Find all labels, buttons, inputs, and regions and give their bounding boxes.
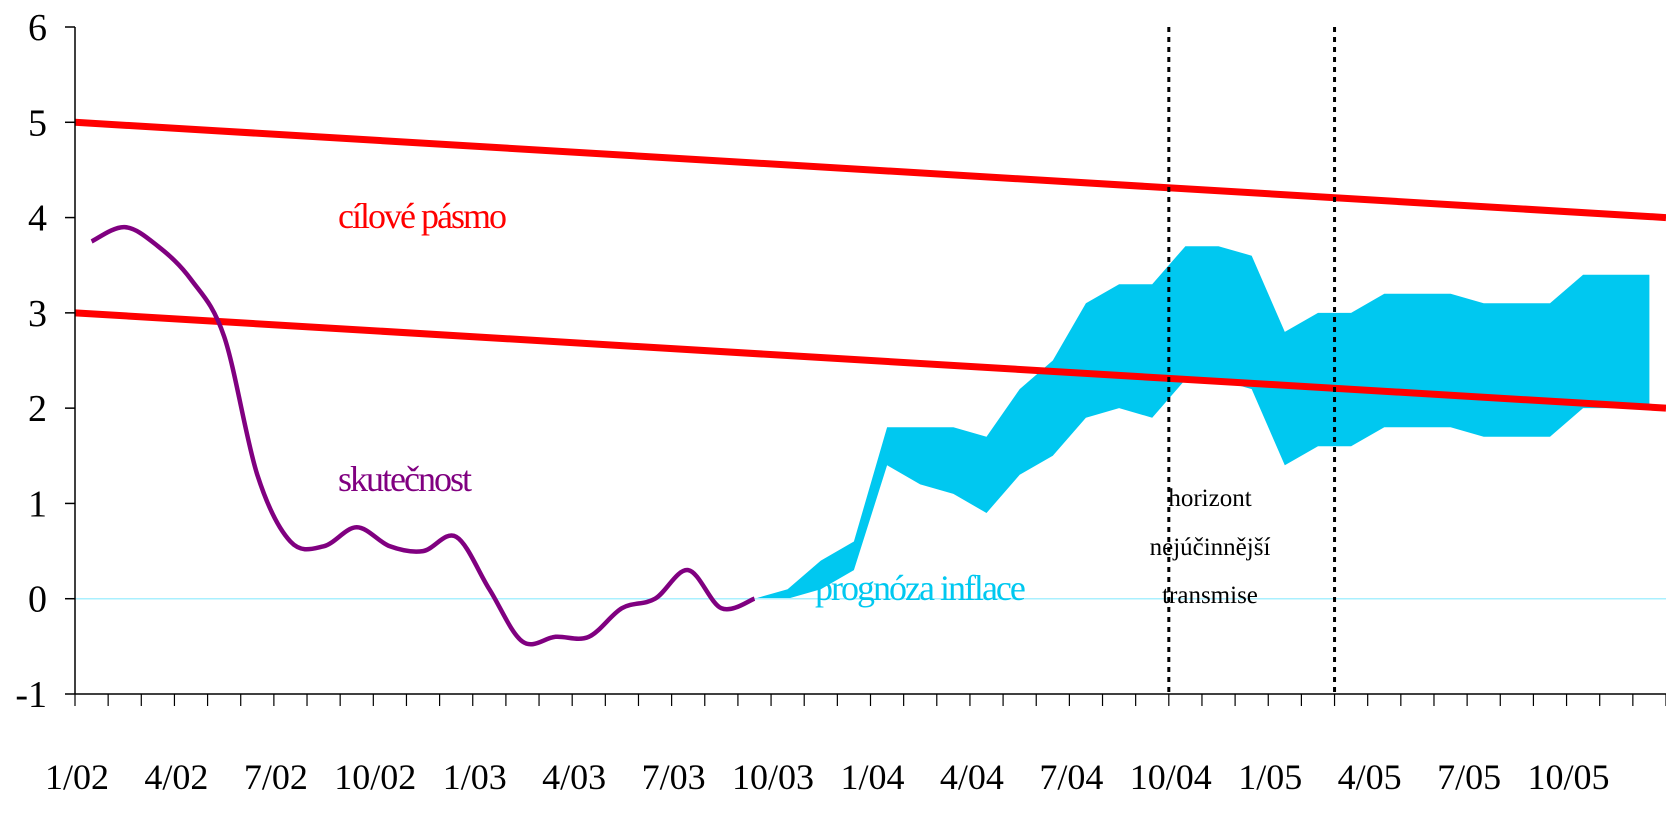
tick-labels-layer: -1 0 1 2 3 4 5 6 1/02 4/02 7/02 10/02 1/03 4/03 7/03 10… [15,7,1609,797]
x-tick-label: 10/04 [1130,757,1212,797]
x-tick-label: 1/05 [1238,757,1302,797]
forecast-band-layer [754,246,1650,599]
y-tick-label: 3 [28,293,47,335]
horizon-label-line1: horizont [1168,485,1251,512]
actual-label: skutečnost [338,459,472,499]
x-tick-label: 7/02 [244,757,308,797]
x-tick-label: 1/03 [443,757,507,797]
x-tick-label: 4/05 [1338,757,1402,797]
forecast-band [754,246,1650,599]
target-band-lower-line [74,309,1666,412]
horizon-label-line2: nejúčinnější [1150,534,1271,561]
forecast-label: prognóza inflace [815,568,1025,608]
x-tick-label: 10/03 [732,757,814,797]
x-tick-label: 7/05 [1437,757,1501,797]
y-tick-label: -1 [15,674,47,716]
y-tick-label: 2 [28,388,47,430]
horizon-label-line3: transmise [1162,582,1258,609]
target-band-upper-line [74,118,1666,222]
x-tick-label: 4/02 [144,757,208,797]
y-tick-label: 6 [28,7,47,49]
x-tick-label: 4/04 [940,757,1004,797]
x-tick-label: 10/02 [334,757,416,797]
x-tick-label: 1/02 [45,757,109,797]
actual-series-line [90,224,756,647]
x-tick-label: 4/03 [542,757,606,797]
x-tick-label: 10/05 [1528,757,1610,797]
axes-layer [65,26,1666,706]
series-layer [74,27,1666,694]
target-band-label: cílové pásmo [338,196,506,236]
y-tick-label: 5 [28,102,47,144]
x-tick-label: 7/04 [1039,757,1103,797]
x-tick-label: 1/04 [840,757,904,797]
x-tick-label: 7/03 [642,757,706,797]
y-tick-label: 1 [28,483,47,525]
y-tick-label: 4 [28,198,47,240]
y-tick-label: 0 [28,579,47,621]
